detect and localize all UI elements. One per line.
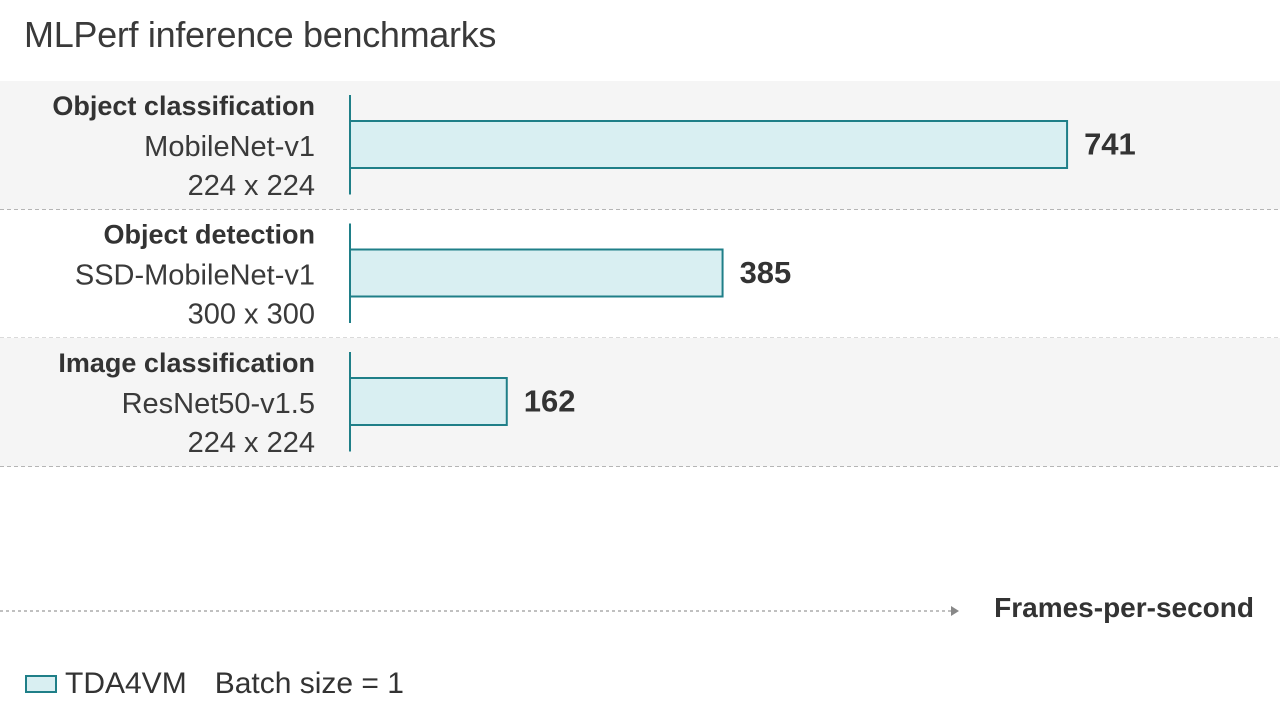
chart-title: MLPerf inference benchmarks — [24, 14, 497, 55]
category-task-label: Object detection — [103, 220, 315, 250]
legend-series-name: TDA4VM — [65, 667, 187, 700]
bar — [349, 248, 724, 298]
row-band — [0, 338, 1280, 467]
legend-swatch — [25, 675, 57, 693]
legend-note: Batch size = 1 — [214, 667, 404, 700]
category-task-label: Object classification — [52, 91, 315, 121]
bar-value-label: 741 — [1084, 127, 1136, 162]
category-model-label: SSD-MobileNet-v1 — [75, 260, 315, 292]
category-resolution-label: 224 x 224 — [188, 170, 315, 202]
bar-value-label: 385 — [740, 255, 792, 290]
category-task-label: Image classification — [58, 348, 315, 378]
bar — [349, 377, 508, 426]
category-model-label: MobileNet-v1 — [144, 131, 315, 163]
legend: TDA4VM Batch size = 1 — [25, 666, 404, 702]
category-resolution-label: 224 x 224 — [188, 427, 315, 459]
x-axis-arrow-icon — [951, 606, 959, 616]
category-model-label: ResNet50-v1.5 — [122, 388, 315, 420]
bar-value-label: 162 — [524, 384, 576, 419]
x-axis-label: Frames-per-second — [994, 592, 1254, 623]
bar — [349, 120, 1069, 169]
category-resolution-label: 300 x 300 — [188, 299, 315, 331]
